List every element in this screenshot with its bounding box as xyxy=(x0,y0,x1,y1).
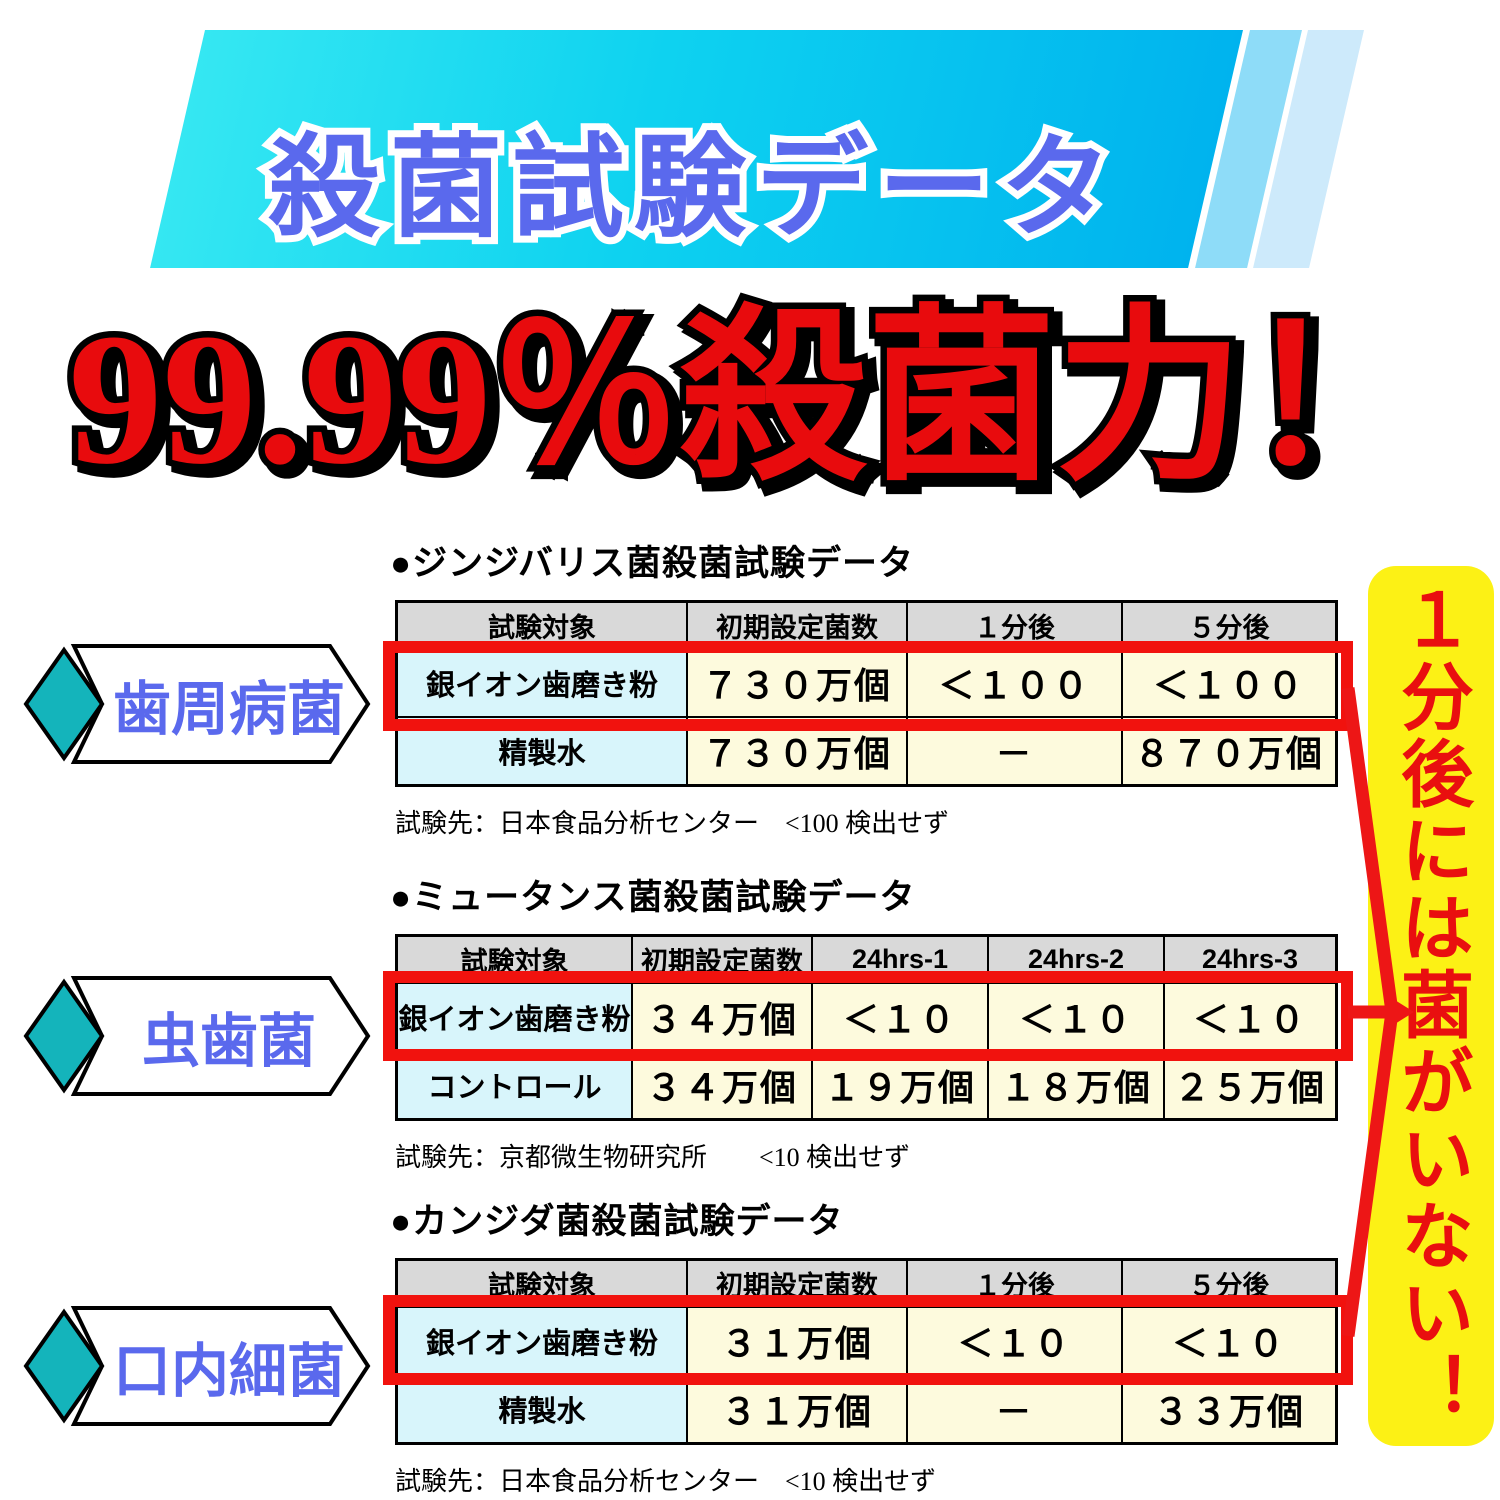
callout-banner: １分後には菌がいない！ xyxy=(1368,566,1494,1446)
table-cell: 銀イオン歯磨き粉 xyxy=(395,982,633,1052)
table-cell: ＜１００ xyxy=(906,648,1123,718)
table-cell: ＜１０ xyxy=(906,1306,1123,1376)
side-label-periodontal: 歯周病菌 xyxy=(12,640,372,768)
table-cell: ＜１０ xyxy=(1163,982,1338,1052)
table-footnote: 試験先：日本食品分析センター <10 検出せず xyxy=(395,1467,937,1496)
table-cell: ＜１０ xyxy=(811,982,989,1052)
highlight-box xyxy=(383,1295,1353,1385)
table-cell: ＜１０ xyxy=(1121,1306,1338,1376)
table-title: ●ジンジバリス菌殺菌試験データ xyxy=(390,544,915,583)
side-label-graphic xyxy=(23,976,371,1096)
table-cell: － xyxy=(906,1374,1123,1445)
page-title: 殺菌試験データ xyxy=(268,125,1122,250)
side-label-oral: 口内細菌 xyxy=(12,1302,372,1430)
headline-shadow: 99.99％殺菌力！ xyxy=(76,300,1439,509)
table-cell: 精製水 xyxy=(395,1374,688,1445)
table-row-highlighted: 銀イオン歯磨き粉 ７３０万個 ＜１００ ＜１００ xyxy=(395,648,1338,718)
table-cell: コントロール xyxy=(395,1050,633,1121)
headline: 99.99％殺菌力！ xyxy=(69,294,1432,503)
table-footnote: 試験先：京都微生物研究所 <10 検出せず xyxy=(395,1143,911,1172)
table-row-highlighted: 銀イオン歯磨き粉 ３４万個 ＜１０ ＜１０ ＜１０ xyxy=(395,982,1338,1052)
side-label-text: 虫歯菌 xyxy=(141,1009,316,1074)
diamond-icon xyxy=(23,646,105,762)
table-title: ●ミュータンス菌殺菌試験データ xyxy=(390,878,916,917)
side-label-cavity: 虫歯菌 xyxy=(12,972,372,1100)
table-cell: ３１万個 xyxy=(686,1374,908,1445)
side-label-text: 歯周病菌 xyxy=(112,677,345,742)
banner-title-graphic: 殺菌試験データ xyxy=(261,118,1122,257)
table-row: コントロール ３４万個 １９万個 １８万個 ２５万個 xyxy=(395,1050,1338,1121)
data-table: 試験対象 初期設定菌数 １分後 ５分後 銀イオン歯磨き粉 ３１万個 ＜１０ ＜１０ 精製水 ３１万… xyxy=(395,1258,1338,1445)
table-title: ●カンジダ菌殺菌試験データ xyxy=(390,1202,844,1241)
table-cell: 銀イオン歯磨き粉 xyxy=(395,1306,688,1376)
table-group-gingivalis: ●ジンジバリス菌殺菌試験データ 試験対象 初期設定菌数 １分後 ５分後 銀イオン歯磨き粉… xyxy=(390,544,1350,840)
side-label-text: 口内細菌 xyxy=(112,1339,345,1404)
table-cell: ２５万個 xyxy=(1163,1050,1338,1121)
table-cell: １８万個 xyxy=(987,1050,1165,1121)
diamond-icon xyxy=(23,1308,105,1424)
side-label-graphic xyxy=(23,644,371,764)
table-cell: １９万個 xyxy=(811,1050,989,1121)
table-cell: 銀イオン歯磨き粉 xyxy=(395,648,688,718)
table-footnote: 試験先：日本食品分析センター <100 検出せず xyxy=(395,809,950,838)
side-label-graphic xyxy=(23,1306,371,1426)
table-group-candida: ●カンジダ菌殺菌試験データ 試験対象 初期設定菌数 １分後 ５分後 銀イオン歯磨き粉 ３１… xyxy=(390,1202,1350,1498)
callout-text: １分後には菌がいない！ xyxy=(1390,582,1472,1429)
table-row: 精製水 ３１万個－ ３３万個 xyxy=(395,1374,1338,1445)
highlight-box xyxy=(383,971,1353,1061)
diamond-icon xyxy=(23,978,105,1094)
table-cell: ７３０万個 xyxy=(686,648,908,718)
highlight-box xyxy=(383,641,1353,731)
headline-graphic: 99.99％殺菌力！ 99.99％殺菌力！ xyxy=(62,290,1447,517)
table-cell: ３３万個 xyxy=(1121,1374,1338,1445)
table-cell: ３４万個 xyxy=(631,1050,813,1121)
